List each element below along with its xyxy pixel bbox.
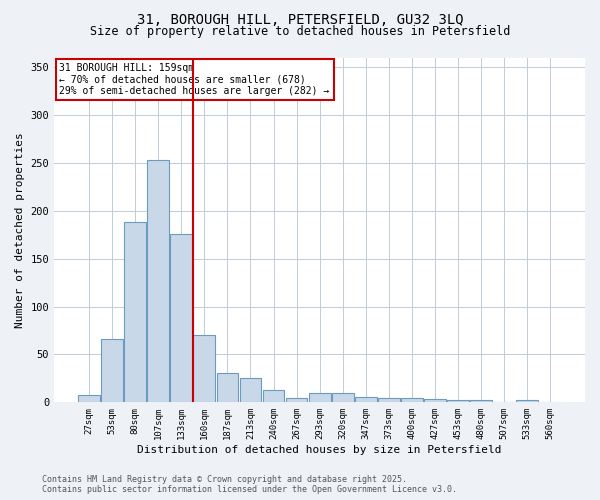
Y-axis label: Number of detached properties: Number of detached properties (15, 132, 25, 328)
Bar (170, 234, 193, 402)
Bar (124, 222, 146, 402)
Bar (470, 400, 492, 402)
Bar (332, 393, 353, 402)
Bar (193, 336, 215, 402)
Bar (308, 393, 331, 402)
Bar (239, 378, 262, 402)
Bar (401, 398, 422, 402)
Bar (263, 390, 284, 402)
Bar (378, 398, 400, 402)
Bar (447, 400, 469, 402)
Bar (516, 400, 538, 402)
Text: Size of property relative to detached houses in Petersfield: Size of property relative to detached ho… (90, 25, 510, 38)
Bar (424, 400, 446, 402)
Text: Contains HM Land Registry data © Crown copyright and database right 2025.
Contai: Contains HM Land Registry data © Crown c… (42, 474, 457, 494)
Text: 31 BOROUGH HILL: 159sqm
← 70% of detached houses are smaller (678)
29% of semi-d: 31 BOROUGH HILL: 159sqm ← 70% of detache… (59, 62, 330, 96)
Bar (286, 398, 307, 402)
Text: 31, BOROUGH HILL, PETERSFIELD, GU32 3LQ: 31, BOROUGH HILL, PETERSFIELD, GU32 3LQ (137, 12, 463, 26)
Bar (78, 394, 100, 402)
Bar (148, 160, 169, 402)
Bar (101, 339, 123, 402)
X-axis label: Distribution of detached houses by size in Petersfield: Distribution of detached houses by size … (137, 445, 502, 455)
Bar (217, 372, 238, 402)
Bar (355, 396, 377, 402)
